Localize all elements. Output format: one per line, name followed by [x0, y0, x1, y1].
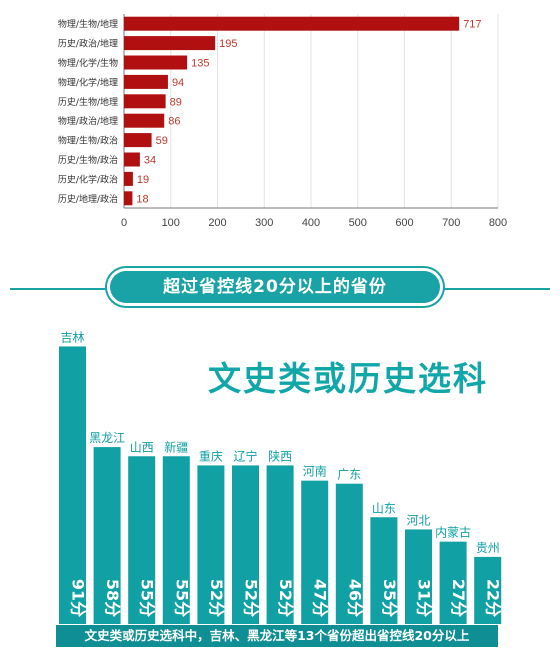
bar	[124, 171, 133, 186]
data-label: 47分	[311, 579, 330, 617]
x-tick-label: 500	[349, 217, 367, 229]
category-label: 河北	[406, 513, 430, 527]
category-label: 内蒙古	[435, 525, 471, 540]
data-label: 52分	[242, 579, 261, 617]
category-label: 辽宁	[233, 448, 257, 463]
category-label: 贵州	[476, 541, 500, 555]
category-label: 吉林	[60, 330, 84, 344]
x-tick-label: 700	[442, 217, 460, 229]
category-label: 物理/化学/生物	[58, 57, 118, 69]
category-label: 历史/地理/政治	[58, 193, 118, 205]
data-label: 195	[219, 38, 237, 50]
category-label: 物理/生物/地理	[58, 18, 118, 30]
data-label: 58分	[103, 579, 122, 617]
category-label: 山西	[130, 440, 154, 454]
bar	[128, 456, 156, 624]
data-label: 59	[156, 135, 168, 147]
category-label: 物理/化学/地理	[58, 76, 118, 88]
bar	[162, 456, 190, 624]
data-label: 135	[191, 58, 209, 70]
bar	[93, 447, 121, 624]
bar	[124, 16, 460, 31]
subject-combination-bar-chart: 0 100 200 300 400 500 600 700 800 物理/生物/地理 717 历史/政…	[58, 14, 507, 229]
data-label: 94	[172, 77, 184, 89]
category-label: 物理/政治/地理	[58, 115, 118, 127]
category-label: 陕西	[268, 448, 292, 463]
bar	[124, 55, 188, 70]
bar	[124, 94, 166, 109]
x-tick-label: 600	[395, 217, 413, 229]
data-label: 717	[463, 19, 481, 31]
data-label: 86	[168, 116, 180, 128]
bar	[232, 465, 259, 624]
bar	[124, 152, 140, 167]
data-label: 34	[144, 155, 156, 167]
bar	[59, 346, 86, 624]
chart-subtitle: 文史类或历史选科	[208, 359, 488, 398]
bar	[335, 483, 363, 624]
category-label: 历史/政治/地理	[58, 38, 118, 50]
data-label: 22分	[484, 579, 503, 617]
bar	[197, 465, 225, 624]
chart-footer-note: 文史类或历史选科中，吉林、黑龙江等13个省份超出省控线20分以上	[56, 625, 498, 647]
bar	[439, 541, 467, 624]
data-label: 91分	[69, 579, 88, 617]
x-tick-label: 100	[162, 217, 180, 229]
x-tick-label: 400	[302, 217, 320, 229]
category-label: 山东	[372, 501, 396, 515]
bar	[124, 133, 152, 148]
x-tick-label: 800	[489, 217, 507, 229]
data-label: 52分	[276, 579, 295, 617]
category-label: 历史/化学/政治	[58, 173, 118, 185]
bar	[266, 465, 294, 624]
category-label: 历史/生物/政治	[58, 154, 118, 166]
x-tick-label: 300	[255, 217, 273, 229]
bar	[124, 36, 216, 51]
bar	[370, 517, 398, 624]
data-label: 52分	[207, 579, 226, 617]
bar	[124, 113, 165, 128]
bar	[124, 74, 168, 89]
category-label: 物理/生物/政治	[58, 135, 118, 147]
category-label: 新疆	[164, 439, 188, 454]
data-label: 27分	[449, 579, 468, 617]
data-label: 46分	[345, 579, 364, 617]
category-label: 广东	[337, 468, 361, 482]
category-label: 重庆	[199, 449, 223, 463]
bar	[474, 556, 502, 624]
bar	[124, 191, 133, 206]
x-tick-label: 0	[121, 217, 127, 229]
category-label: 河南	[303, 464, 327, 479]
category-label: 黑龙江	[89, 431, 125, 445]
data-label: 55分	[138, 579, 157, 617]
section-banner: 超过省控线20分以上的省份	[110, 271, 440, 303]
data-label: 31分	[415, 579, 434, 617]
data-label: 18	[136, 193, 148, 205]
data-label: 35分	[380, 579, 399, 617]
bar	[301, 480, 329, 624]
data-label: 55分	[172, 579, 191, 617]
data-label: 89	[170, 96, 182, 108]
bar	[405, 529, 432, 624]
category-label: 历史/生物/地理	[58, 96, 118, 108]
data-label: 19	[137, 174, 149, 186]
province-score-bar-chart: 吉林 91分 黑龙江 58分 山西 55分 新疆 55分 重庆 52分 辽宁 52分 陕西 52分 河南 47…	[59, 330, 503, 624]
banner-title: 超过省控线20分以上的省份	[163, 277, 387, 297]
x-tick-label: 200	[208, 217, 226, 229]
